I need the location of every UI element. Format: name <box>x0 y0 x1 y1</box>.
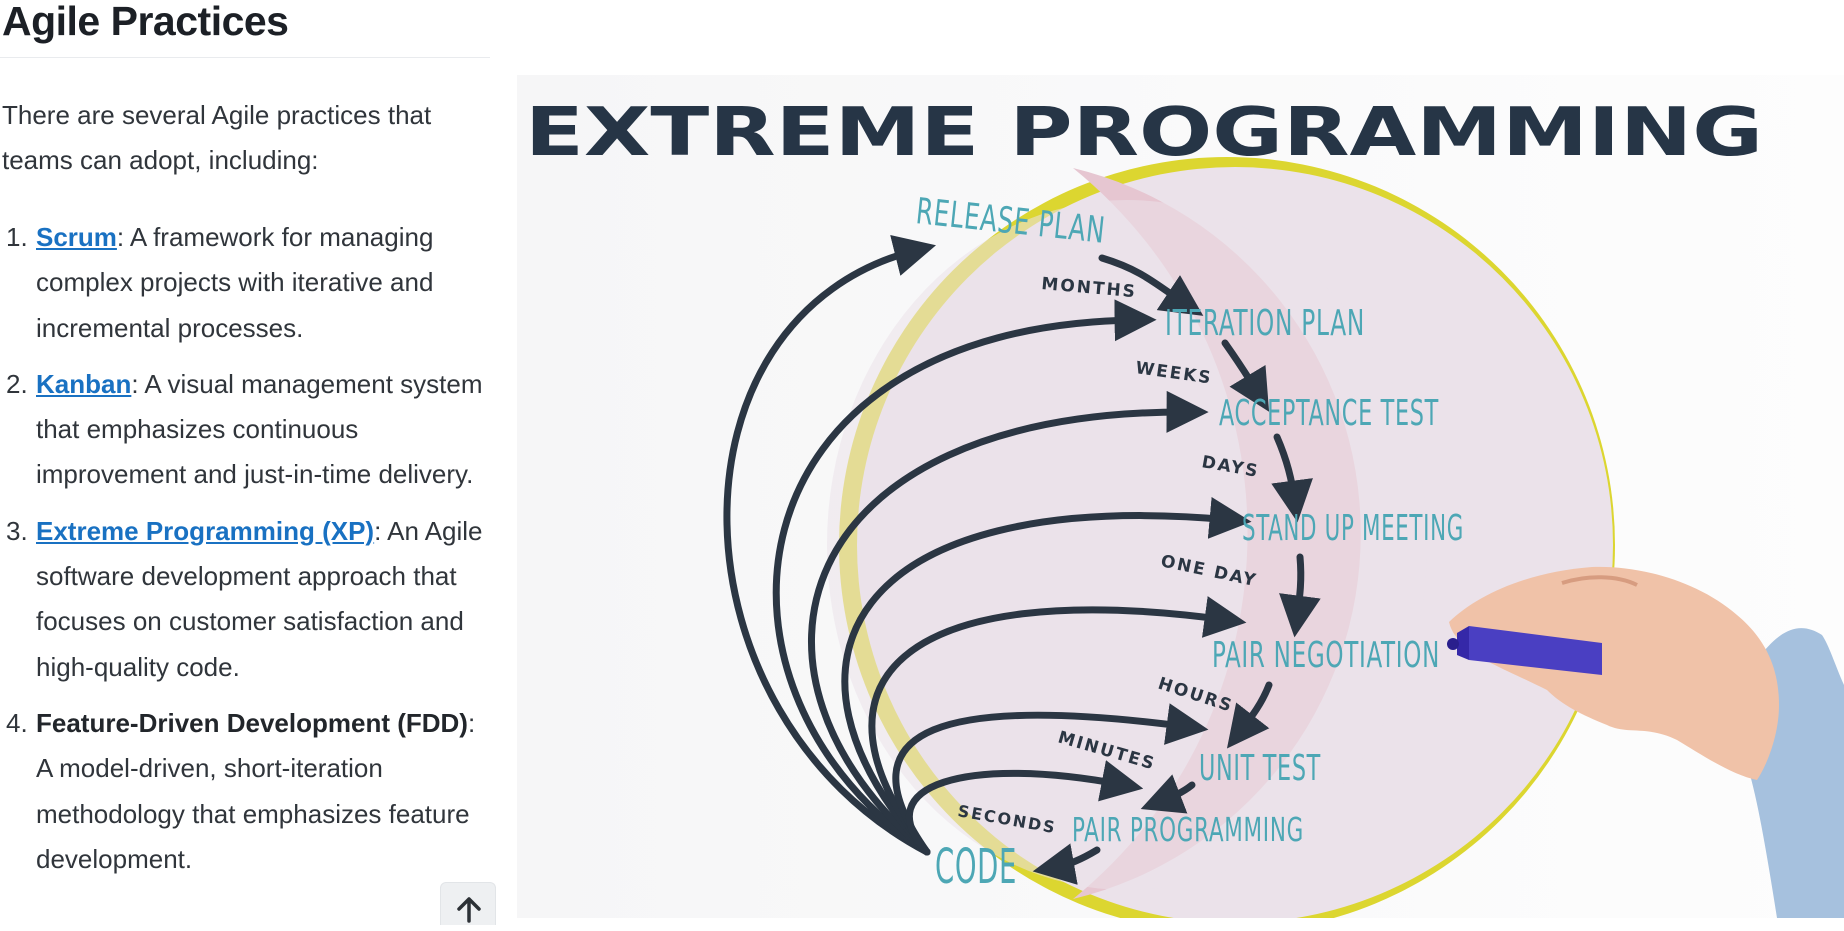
list-number: 3. <box>6 515 28 546</box>
list-number: 2. <box>6 368 28 399</box>
feedback-arcs <box>723 235 1252 856</box>
practices-list: 1. Scrum: A framework for managing comple… <box>0 215 500 893</box>
stage-iteration-plan: ITERATION PLAN <box>1165 303 1365 344</box>
arc-iteration-plan <box>772 299 1157 856</box>
stage-pair-negotiation: PAIR NEGOTIATION <box>1212 635 1440 676</box>
stage-pair-programming: PAIR PROGRAMMING <box>1072 810 1304 849</box>
arrow-to-pair-programming <box>1140 774 1196 814</box>
knuckle-line <box>1561 575 1638 587</box>
arc-pair-negotiation <box>868 596 1247 856</box>
hand <box>1449 566 1779 780</box>
stage-code: CODE <box>935 839 1017 895</box>
arrow-to-iteration <box>1098 254 1204 316</box>
stage-stand-up-meeting: STAND UP MEETING <box>1242 508 1464 549</box>
arc-pair-programming <box>905 760 1144 856</box>
xp-description: : An Agile software development approach… <box>36 515 483 682</box>
arrow-to-code <box>1032 843 1101 885</box>
arc-acceptance-test <box>808 390 1209 856</box>
arc-stand-up <box>841 497 1252 856</box>
stage-unit-test: UNIT TEST <box>1199 748 1321 789</box>
hand-with-marker <box>1447 566 1844 918</box>
list-number: 1. <box>6 222 28 252</box>
list-number: 4. <box>6 707 28 738</box>
arrow-up-icon <box>457 897 481 923</box>
arrow-to-standup <box>1271 433 1313 523</box>
flow-arrows <box>1032 254 1321 885</box>
kanban-link[interactable]: Kanban <box>36 368 132 399</box>
arrow-to-unit-test <box>1226 681 1273 749</box>
arc-unit-test <box>892 703 1209 856</box>
arrow-to-negotiation <box>1279 553 1321 638</box>
xp-diagram: EXTREME PROGRAMMING RELEASE PLAN ITERATI… <box>517 75 1844 918</box>
extreme-programming-link[interactable]: Extreme Programming (XP) <box>36 515 375 546</box>
diagram-title: EXTREME PROGRAMMING <box>525 93 1763 171</box>
marker-body <box>1469 626 1602 675</box>
title-divider <box>0 57 490 58</box>
marker-cap <box>1457 626 1469 660</box>
scrum-link[interactable]: Scrum <box>36 222 117 252</box>
arrow-to-acceptance <box>1221 339 1270 412</box>
fdd-description: : A model-driven, short-iteration method… <box>36 707 476 874</box>
article-sidebar: Agile Practices There are several Agile … <box>0 0 500 925</box>
arc-release-plan <box>723 235 937 856</box>
xp-diagram-video[interactable]: EXTREME PROGRAMMING RELEASE PLAN ITERATI… <box>517 75 1844 918</box>
list-item-kanban: 2. Kanban: A visual management system tha… <box>0 362 491 498</box>
stage-acceptance-test: ACCEPTANCE TEST <box>1219 393 1439 434</box>
list-item-scrum: 1. Scrum: A framework for managing comple… <box>0 215 491 351</box>
page-title: Agile Practices <box>2 0 289 44</box>
scroll-to-top-button[interactable] <box>440 882 496 925</box>
intro-paragraph: There are several Agile practices that t… <box>2 100 432 175</box>
scrum-description: : A framework for managing complex proje… <box>36 222 434 343</box>
list-item-xp: 3. Extreme Programming (XP): An Agile sof… <box>0 509 491 690</box>
kanban-description: : A visual management system that emphas… <box>36 368 483 490</box>
marker-tip <box>1447 638 1459 650</box>
list-item-fdd: 4. Feature-Driven Development (FDD): A mo… <box>0 701 491 882</box>
fdd-name: Feature-Driven Development (FDD) <box>36 707 468 738</box>
